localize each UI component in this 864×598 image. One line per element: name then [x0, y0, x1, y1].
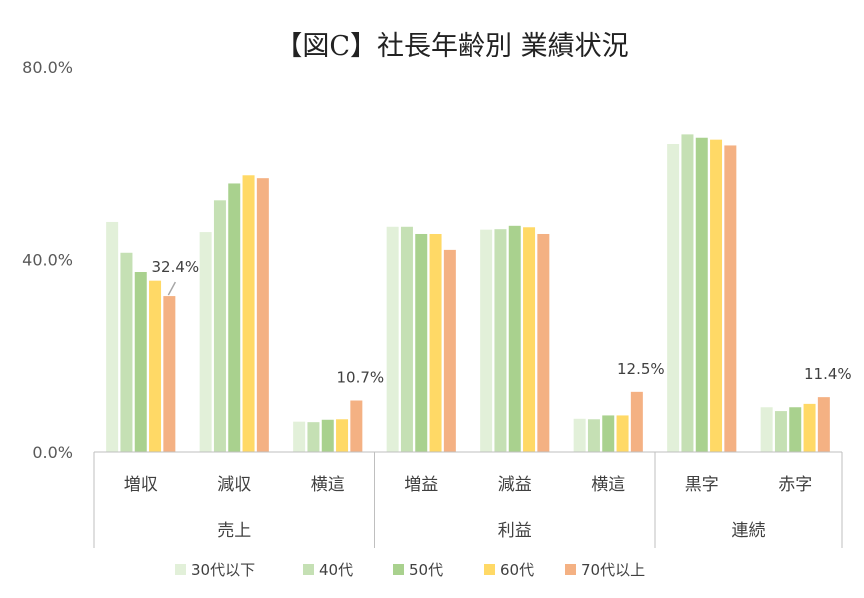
bar	[602, 415, 615, 452]
bar	[199, 232, 212, 452]
legend-swatch	[565, 564, 576, 575]
bar	[760, 407, 773, 452]
data-label: 32.4%	[152, 258, 200, 276]
legend-swatch	[393, 564, 404, 575]
bar	[630, 391, 643, 452]
bar	[350, 400, 363, 452]
bar	[400, 226, 413, 452]
bar	[667, 144, 680, 452]
legend: 30代以下 40代 50代 60代 70代以上	[175, 561, 645, 579]
bars	[106, 134, 830, 453]
category-label: 減益	[498, 475, 532, 495]
legend-swatch	[303, 564, 314, 575]
bar	[724, 145, 737, 452]
data-label: 11.4%	[804, 365, 852, 383]
bar	[256, 178, 269, 453]
category-label: 横這	[591, 475, 625, 495]
bar	[307, 422, 320, 452]
bar	[710, 139, 723, 453]
bar	[803, 403, 816, 453]
bar	[587, 419, 600, 452]
data-label: 12.5%	[617, 360, 665, 378]
bar	[480, 229, 493, 452]
bar	[523, 227, 536, 452]
bar	[429, 233, 442, 452]
y-tick-label: 0.0%	[32, 443, 73, 462]
bar	[242, 175, 255, 452]
bar	[616, 415, 629, 452]
bar	[134, 272, 147, 452]
bar	[213, 200, 226, 452]
bar	[695, 137, 708, 453]
y-axis-ticks: 0.0% 40.0% 80.0%	[22, 58, 73, 462]
bar	[163, 296, 176, 452]
bar	[228, 183, 241, 452]
bar	[494, 229, 507, 452]
bar	[817, 397, 830, 452]
category-label: 増収	[124, 475, 158, 495]
legend-label: 30代以下	[191, 561, 255, 579]
bar	[789, 407, 802, 452]
bar	[321, 419, 334, 452]
category-label: 増益	[404, 475, 438, 495]
bar	[149, 280, 162, 452]
bar	[537, 233, 550, 452]
group-label: 連続	[732, 521, 766, 541]
group-label: 利益	[498, 521, 532, 541]
bar	[508, 225, 521, 452]
legend-label: 60代	[500, 561, 534, 579]
bar	[336, 419, 349, 452]
data-labels: 32.4% 10.7% 12.5% 11.4%	[152, 258, 852, 386]
bar	[386, 226, 399, 452]
y-tick-label: 80.0%	[22, 58, 73, 77]
category-label: 赤字	[778, 475, 812, 495]
bar	[293, 421, 306, 452]
category-label: 横這	[311, 475, 345, 495]
leader-line	[167, 281, 177, 296]
y-tick-label: 40.0%	[22, 251, 73, 270]
bar	[106, 221, 119, 452]
legend-swatch	[175, 564, 186, 575]
category-label: 減収	[217, 475, 251, 495]
legend-label: 70代以上	[581, 561, 645, 579]
legend-swatch	[484, 564, 495, 575]
legend-label: 50代	[409, 561, 443, 579]
bar	[120, 252, 133, 452]
group-label: 売上	[217, 521, 251, 541]
bar	[774, 411, 787, 452]
legend-label: 40代	[319, 561, 353, 579]
data-label: 10.7%	[337, 369, 385, 387]
bar	[573, 418, 586, 452]
bar	[681, 134, 694, 453]
bar	[443, 249, 456, 453]
category-label: 黒字	[685, 475, 719, 495]
bar	[415, 233, 428, 452]
chart-title: 【図C】社長年齢別 業績状況	[275, 31, 628, 62]
